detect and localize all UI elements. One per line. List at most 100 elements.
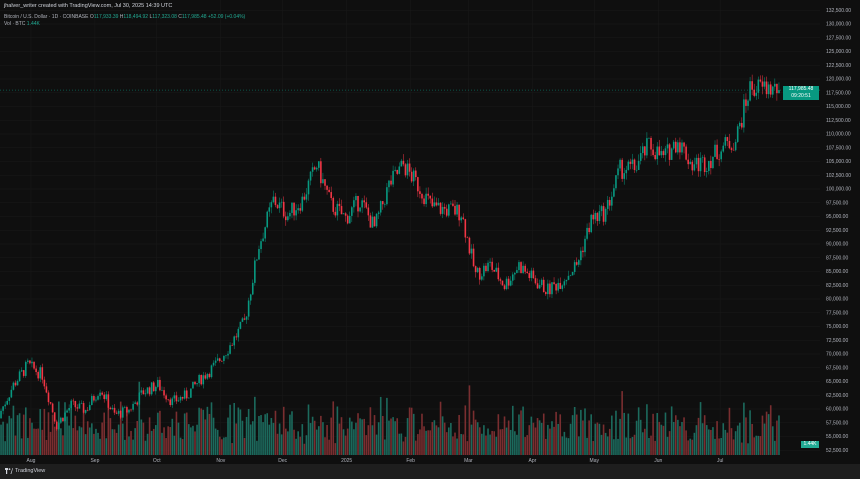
candle-up xyxy=(280,201,283,203)
volume-bar xyxy=(386,397,388,455)
volume-bar xyxy=(627,413,630,455)
candle-up xyxy=(196,383,198,385)
candle-up xyxy=(571,271,574,276)
volume-label[interactable]: Vol · BTC xyxy=(4,21,26,27)
symbol-name[interactable]: Bitcoin / U.S. Dollar · 1D · COINBASE xyxy=(4,14,89,20)
volume-bar xyxy=(29,418,31,455)
change-value: +52.09 (+0.04%) xyxy=(207,14,246,20)
volume-bar xyxy=(759,436,762,455)
volume-bar xyxy=(216,429,219,455)
candle-up xyxy=(245,316,248,320)
candle-down xyxy=(55,421,58,430)
volume-bar xyxy=(130,430,132,455)
candle-down xyxy=(652,149,654,156)
volume-bar xyxy=(485,435,487,455)
candle-down xyxy=(126,407,128,413)
time-axis[interactable]: Aug Sep Oct Nov Dec 2025 Feb Mar Apr May Jun Jul xyxy=(26,458,723,464)
candle-down xyxy=(344,213,347,216)
candle-down xyxy=(373,216,376,227)
candle-up xyxy=(584,238,586,253)
volume-bar xyxy=(142,422,145,455)
volume-bar xyxy=(433,420,436,455)
volume-bar xyxy=(396,418,399,455)
volume-bar xyxy=(569,423,572,455)
candle-down xyxy=(542,279,545,293)
volume-bar xyxy=(712,427,714,455)
volume-bar xyxy=(606,436,609,455)
candle-down xyxy=(334,211,337,216)
candle-up xyxy=(134,402,136,404)
time-tick-label: Jun xyxy=(654,458,662,464)
candle-down xyxy=(507,278,510,286)
candle-up xyxy=(557,282,559,291)
candle-down xyxy=(340,206,343,215)
candle-down xyxy=(86,409,89,411)
candle-up xyxy=(386,187,388,205)
candle-up xyxy=(433,202,436,207)
volume-bar xyxy=(710,429,712,455)
candle-up xyxy=(254,260,256,283)
candle-up xyxy=(371,216,374,228)
candle-down xyxy=(726,137,729,141)
candle-down xyxy=(175,395,178,402)
volume-bar xyxy=(154,425,157,455)
price-tick-label: 97,500.00 xyxy=(826,200,848,206)
low-label: L xyxy=(149,14,153,20)
volume-bar xyxy=(41,429,44,455)
candle-down xyxy=(169,399,172,406)
volume-bar xyxy=(578,436,580,455)
candle-up xyxy=(738,122,741,127)
candle-down xyxy=(22,370,25,376)
candle-down xyxy=(402,160,405,165)
price-tick-label: 82,500.00 xyxy=(826,283,848,289)
candle-down xyxy=(152,382,155,392)
volume-bar xyxy=(126,410,128,455)
volume-bar xyxy=(666,436,669,455)
price-tick-label: 85,000.00 xyxy=(826,269,848,275)
volume-bar xyxy=(43,408,46,455)
candle-down xyxy=(501,280,504,286)
volume-bar xyxy=(679,426,681,455)
candle-up xyxy=(8,397,11,401)
candle-down xyxy=(429,195,432,199)
volume-bar xyxy=(264,414,266,455)
volume-bar xyxy=(745,417,747,455)
candle-up xyxy=(307,180,310,195)
candle-up xyxy=(97,396,99,400)
candle-up xyxy=(394,169,396,171)
volume-bar xyxy=(664,412,667,455)
price-axis[interactable]: 132,500.00 130,000.00 127,500.00 125,000.00… xyxy=(826,8,851,454)
volume-bar xyxy=(37,428,39,455)
price-tick-label: 70,000.00 xyxy=(826,352,848,358)
candle-down xyxy=(472,248,475,267)
candle-down xyxy=(332,197,335,212)
candle-up xyxy=(144,393,147,395)
candle-up xyxy=(270,202,273,208)
volume-bar xyxy=(437,427,440,455)
candle-down xyxy=(53,412,56,422)
volume-bar xyxy=(270,417,273,455)
candle-up xyxy=(522,265,524,273)
open-value: 117,933.39 xyxy=(93,14,119,20)
candle-down xyxy=(730,148,733,150)
tradingview-logo[interactable]: TradingView xyxy=(5,468,45,474)
candle-up xyxy=(693,164,696,171)
volume-bar xyxy=(258,416,260,455)
candle-up xyxy=(2,406,4,411)
candle-up xyxy=(388,180,390,188)
candle-down xyxy=(559,282,562,289)
volume-bar xyxy=(177,422,180,455)
candle-up xyxy=(611,196,613,206)
volume-bar xyxy=(464,405,467,455)
bar-countdown: 09:20:51 xyxy=(791,93,811,99)
candle-up xyxy=(121,407,124,418)
candle-up xyxy=(140,390,143,393)
footer-bar xyxy=(0,464,860,479)
volume-bar xyxy=(2,421,4,455)
candle-down xyxy=(194,381,196,385)
candle-up xyxy=(318,161,320,168)
candle-down xyxy=(136,402,139,405)
volume-bar xyxy=(478,427,481,455)
volume-bar xyxy=(520,410,522,455)
